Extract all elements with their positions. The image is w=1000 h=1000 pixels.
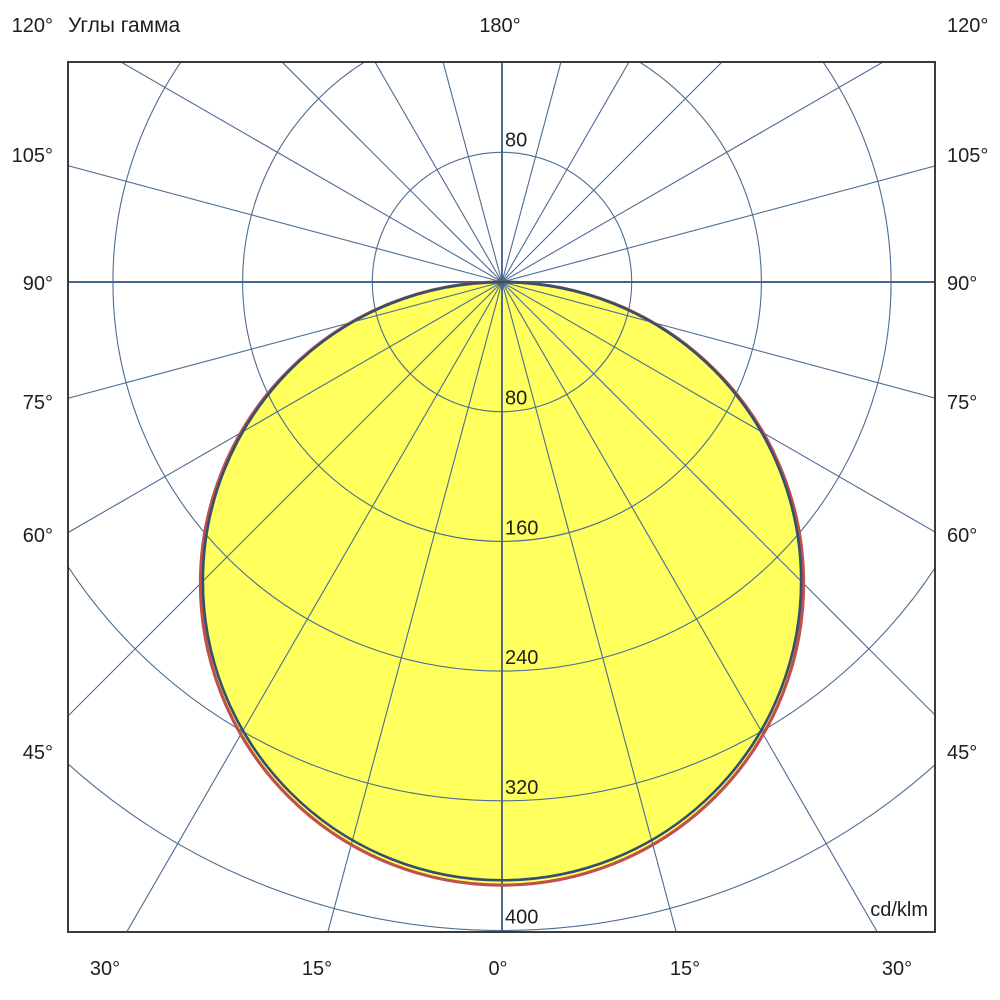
radial-tick-label-320: 320	[505, 777, 538, 799]
bottom-angle-label-0: 30°	[90, 958, 120, 980]
left-angle-label-4: 60°	[23, 525, 53, 547]
gamma-ray-285deg	[68, 281, 503, 399]
right-angle-label-1: 105°	[947, 145, 988, 167]
chart-title: Углы гамма	[68, 14, 181, 37]
intensity-curves	[198, 280, 806, 887]
left-angle-label-3: 75°	[23, 392, 53, 414]
bottom-angle-label-2: 0°	[488, 958, 507, 980]
right-angle-label-2: 90°	[947, 273, 977, 295]
gamma-ray-135deg	[501, 62, 723, 283]
gamma-ray-210deg	[374, 62, 503, 283]
right-angle-label-0: 120°	[947, 15, 988, 37]
bottom-angle-label-3: 15°	[670, 958, 700, 980]
gamma-ray-150deg	[501, 62, 630, 283]
gamma-ray-120deg	[501, 62, 885, 283]
gamma-ray-60deg	[501, 281, 935, 533]
gamma-ray-315deg	[68, 281, 503, 717]
gamma-ray-300deg	[68, 281, 503, 534]
left-angle-label-5: 45°	[23, 742, 53, 764]
radial-tick-label-upper: 80	[505, 129, 527, 151]
gamma-ray-75deg	[501, 281, 935, 399]
gamma-ray-105deg	[501, 165, 935, 283]
right-angle-label-3: 75°	[947, 392, 977, 414]
right-angle-label-5: 45°	[947, 742, 977, 764]
gamma-ray-345deg	[327, 281, 503, 932]
radial-tick-label-400: 400	[505, 907, 538, 929]
gamma-ray-330deg	[126, 281, 503, 932]
unit-label: cd/klm	[870, 899, 928, 921]
top-center-angle-label: 180°	[479, 15, 520, 37]
intensity-curve-C0-C180	[201, 280, 803, 882]
gamma-ray-225deg	[281, 62, 503, 283]
left-angle-label-0: 120°	[12, 15, 53, 37]
left-angle-label-1: 105°	[12, 145, 53, 167]
bottom-angle-label-4: 30°	[882, 958, 912, 980]
radial-tick-label-80: 80	[505, 388, 527, 410]
gamma-ray-30deg	[501, 281, 878, 932]
left-angle-label-2: 90°	[23, 273, 53, 295]
plot-border	[67, 61, 936, 933]
right-angle-label-4: 60°	[947, 525, 977, 547]
tick-labels: 80 160 240 320 400 80 30° 15° 0° 15° 30° 120° 105° 90…	[12, 15, 989, 980]
radial-tick-label-160: 160	[505, 517, 538, 539]
gamma-ray-240deg	[119, 62, 503, 283]
gamma-ray-15deg	[501, 281, 677, 932]
bottom-angle-label-1: 15°	[302, 958, 332, 980]
radial-tick-label-240: 240	[505, 647, 538, 669]
gamma-ray-255deg	[68, 165, 503, 283]
gamma-ray-45deg	[501, 281, 935, 716]
